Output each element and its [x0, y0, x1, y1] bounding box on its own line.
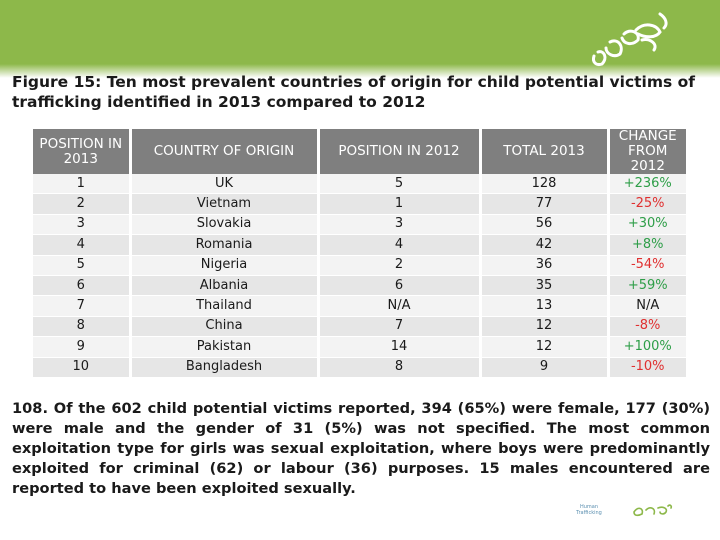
cell-total-2013: 13 [480, 295, 610, 317]
cell-country: Romania [130, 234, 320, 256]
cell-position-2013: 7 [33, 295, 132, 317]
cell-country: Bangladesh [130, 357, 320, 378]
cell-position-2012: 5 [318, 174, 482, 195]
cell-position-2012: 1 [318, 193, 482, 215]
table-row: 6 Albania 6 35 +59% [33, 275, 686, 297]
cell-total-2013: 12 [480, 336, 610, 358]
cell-position-2013: 9 [33, 336, 132, 358]
header-position-2012: POSITION IN 2012 [318, 129, 482, 174]
cell-total-2013: 9 [480, 357, 610, 378]
cell-country: Slovakia [130, 214, 320, 236]
cell-country: China [130, 316, 320, 338]
cell-change: +30% [608, 214, 686, 236]
cell-total-2013: 35 [480, 275, 610, 297]
table-row: 9 Pakistan 14 12 +100% [33, 336, 686, 358]
table-header-row: POSITION IN 2013 COUNTRY OF ORIGIN POSIT… [33, 129, 686, 174]
body-paragraph: 108. Of the 602 child potential victims … [12, 400, 710, 497]
data-table-container: POSITION IN 2013 COUNTRY OF ORIGIN POSIT… [33, 129, 686, 378]
footer-logo-text: Human Trafficking [576, 504, 602, 516]
cell-change: +236% [608, 174, 686, 195]
cell-position-2012: 4 [318, 234, 482, 256]
cell-position-2012: 6 [318, 275, 482, 297]
cell-position-2013: 8 [33, 316, 132, 338]
cell-change: N/A [608, 295, 686, 317]
header-change: CHANGE FROM 2012 [608, 129, 686, 174]
cell-position-2013: 5 [33, 255, 132, 276]
cell-country: Pakistan [130, 336, 320, 358]
cell-position-2012: 7 [318, 316, 482, 338]
cell-change: +8% [608, 234, 686, 256]
header-total-2013: TOTAL 2013 [480, 129, 610, 174]
table-row: 1 UK 5 128 +236% [33, 174, 686, 195]
cell-position-2013: 6 [33, 275, 132, 297]
cell-position-2012: N/A [318, 295, 482, 317]
cell-total-2013: 128 [480, 174, 610, 195]
cell-change: +100% [608, 336, 686, 358]
countries-table: POSITION IN 2013 COUNTRY OF ORIGIN POSIT… [33, 129, 686, 378]
cell-position-2012: 8 [318, 357, 482, 378]
header-country: COUNTRY OF ORIGIN [130, 129, 320, 174]
header-position-2013: POSITION IN 2013 [33, 129, 132, 174]
cell-total-2013: 56 [480, 214, 610, 236]
cell-change: +59% [608, 275, 686, 297]
table-row: 7 Thailand N/A 13 N/A [33, 295, 686, 317]
footer-chain-icon [633, 504, 673, 517]
cell-position-2013: 10 [33, 357, 132, 378]
cell-position-2012: 2 [318, 255, 482, 276]
cell-position-2013: 2 [33, 193, 132, 215]
cell-change: -25% [608, 193, 686, 215]
cell-change: -54% [608, 255, 686, 276]
banner-fade [0, 64, 720, 78]
cell-position-2013: 1 [33, 174, 132, 195]
cell-total-2013: 77 [480, 193, 610, 215]
table-row: 8 China 7 12 -8% [33, 316, 686, 338]
cell-total-2013: 12 [480, 316, 610, 338]
cell-change: -10% [608, 357, 686, 378]
cell-total-2013: 42 [480, 234, 610, 256]
cell-position-2012: 14 [318, 336, 482, 358]
cell-country: Thailand [130, 295, 320, 317]
cell-country: Albania [130, 275, 320, 297]
cell-country: Nigeria [130, 255, 320, 276]
table-row: 2 Vietnam 1 77 -25% [33, 193, 686, 215]
table-row: 5 Nigeria 2 36 -54% [33, 255, 686, 276]
cell-position-2013: 4 [33, 234, 132, 256]
cell-country: UK [130, 174, 320, 195]
table-row: 4 Romania 4 42 +8% [33, 234, 686, 256]
cell-position-2012: 3 [318, 214, 482, 236]
table-row: 10 Bangladesh 8 9 -10% [33, 357, 686, 378]
figure-title: Figure 15: Ten most prevalent countries … [12, 73, 696, 111]
chain-link-icon [592, 12, 668, 66]
cell-position-2013: 3 [33, 214, 132, 236]
cell-change: -8% [608, 316, 686, 338]
cell-country: Vietnam [130, 193, 320, 215]
cell-total-2013: 36 [480, 255, 610, 276]
table-row: 3 Slovakia 3 56 +30% [33, 214, 686, 236]
